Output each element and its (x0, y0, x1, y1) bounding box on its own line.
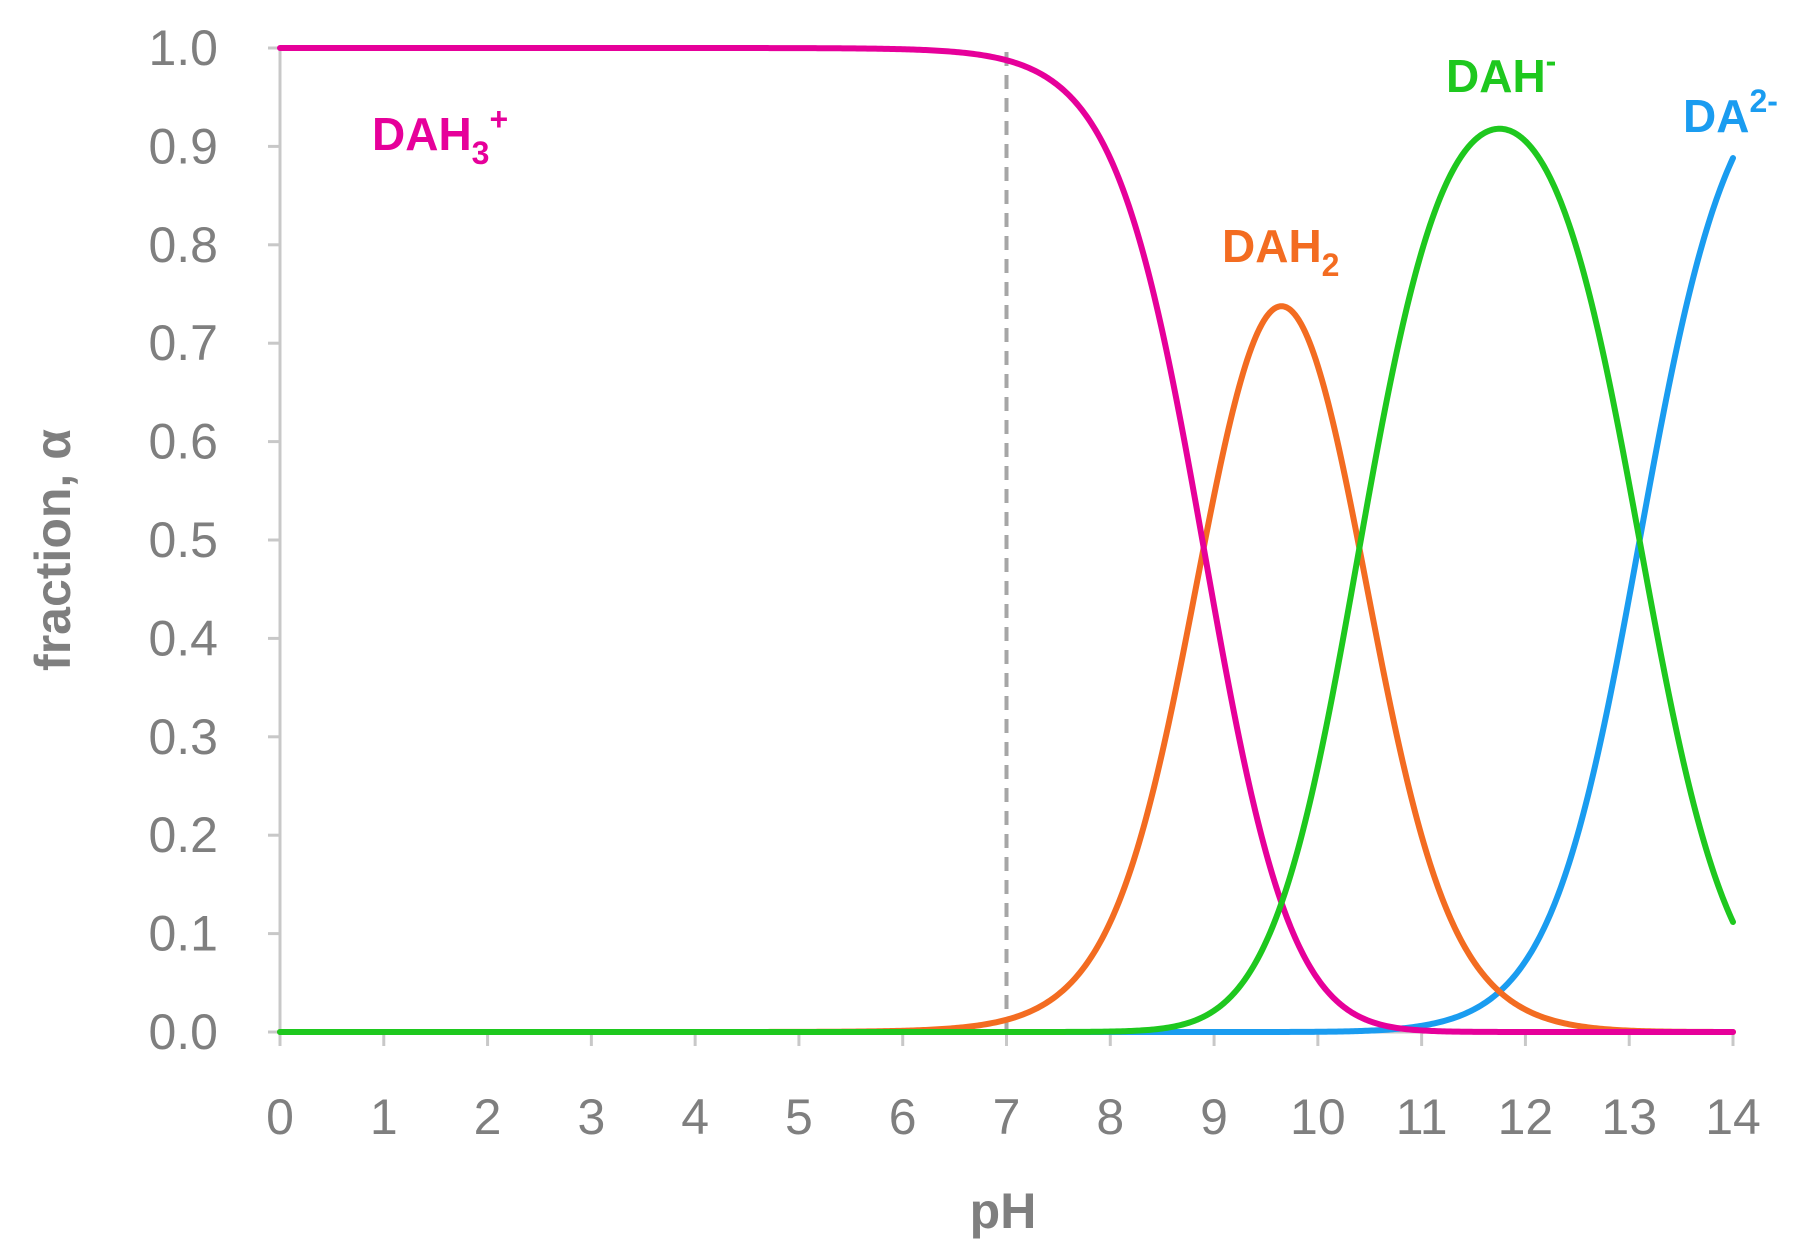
x-tick-label: 4 (681, 1089, 709, 1145)
y-tick-label: 0.7 (148, 315, 218, 371)
series-labels: DAH3+ DAH2 DAH- DA2- (372, 43, 1778, 283)
x-tick-label: 3 (577, 1089, 605, 1145)
series-line-dah2 (277, 303, 1736, 1035)
x-tick-label: 8 (1096, 1089, 1124, 1145)
x-tick-label: 6 (889, 1089, 917, 1145)
series-line-dah3 (277, 45, 1736, 1035)
x-tick-label: 5 (785, 1089, 813, 1145)
y-tick-label: 0.5 (148, 512, 218, 568)
x-tick-label: 10 (1290, 1089, 1346, 1145)
y-tick-label: 0.2 (148, 807, 218, 863)
y-tick-label: 0.4 (148, 610, 218, 666)
x-tick-label: 1 (370, 1089, 398, 1145)
series-lines (277, 45, 1736, 1035)
y-tick-label: 0.8 (148, 217, 218, 273)
y-axis-title: fraction, α (25, 429, 81, 671)
y-tick-label: 0.6 (148, 414, 218, 470)
series-label-dah: DAH- (1446, 43, 1556, 102)
x-tick-label: 0 (266, 1089, 294, 1145)
x-tick-label: 14 (1705, 1089, 1761, 1145)
series-line-dah (277, 125, 1736, 1035)
x-tick-label: 2 (474, 1089, 502, 1145)
x-tick-label: 13 (1601, 1089, 1657, 1145)
y-tick-label: 0.0 (148, 1004, 218, 1060)
x-axis-title: pH (970, 1183, 1037, 1239)
series-label-dah2: DAH2 (1222, 220, 1339, 283)
x-tick-label: 9 (1200, 1089, 1228, 1145)
y-tick-label: 0.3 (148, 709, 218, 765)
x-tick-label: 12 (1498, 1089, 1554, 1145)
x-tick-label: 11 (1396, 1089, 1448, 1145)
axes: 0.00.10.20.30.40.50.60.70.80.91.00 1 2 3 4 5 6… (148, 20, 1760, 1145)
x-tick-label: 7 (993, 1089, 1021, 1145)
y-tick-label: 1.0 (148, 20, 218, 76)
series-label-dah3: DAH3+ (372, 101, 508, 171)
series-label-da2: DA2- (1683, 83, 1778, 142)
y-tick-label: 0.1 (148, 906, 218, 962)
y-tick-label: 0.9 (148, 118, 218, 174)
